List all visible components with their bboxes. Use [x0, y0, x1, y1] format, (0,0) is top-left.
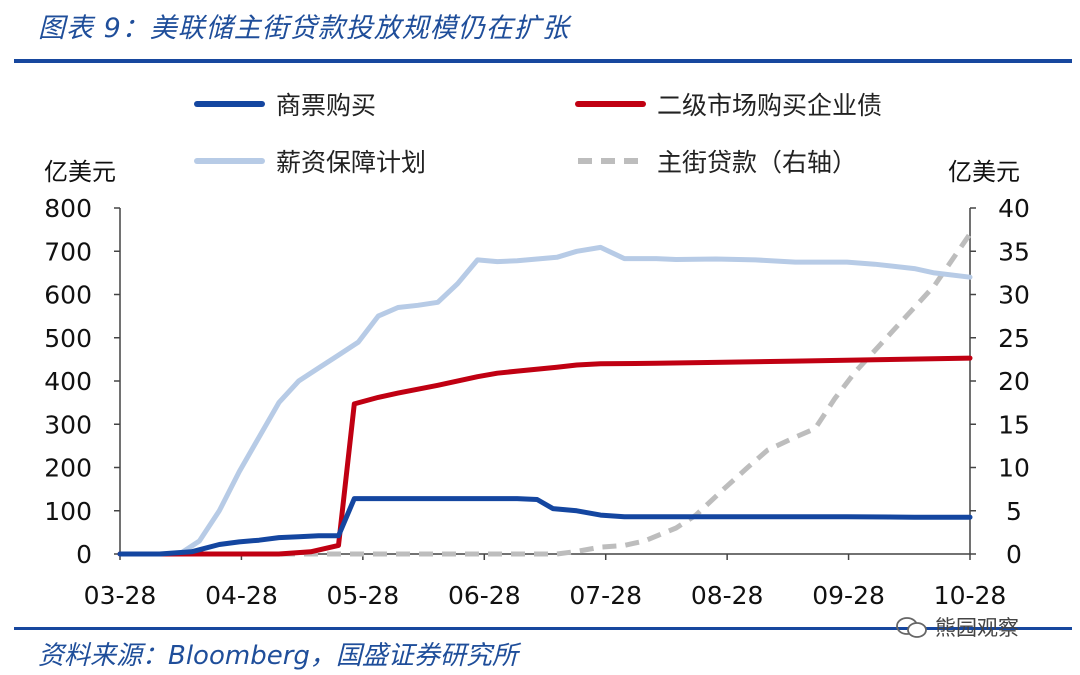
series-line-1	[117, 355, 973, 557]
left-tick-label: 0	[76, 540, 92, 569]
right-tick-label: 35	[998, 237, 1030, 266]
right-tick-label: 5	[1006, 497, 1022, 526]
x-tick-label: 10-28	[934, 581, 1007, 610]
left-tick-label: 500	[44, 324, 92, 353]
legend-label-commercial-paper: 商票购买	[276, 91, 376, 120]
legend-label-corporate-bonds: 二级市场购买企业债	[657, 91, 882, 120]
right-tick-label: 10	[998, 454, 1030, 483]
left-axis-ticks: 0 100 200 300 400 500 600 700 800	[44, 194, 120, 569]
series-layer	[117, 232, 973, 557]
right-tick-label: 40	[998, 194, 1030, 223]
x-tick-label: 07-28	[569, 581, 642, 610]
x-tick-label: 04-28	[205, 581, 278, 610]
source-note: 资料来源：Bloomberg，国盛证券研究所	[38, 641, 518, 671]
right-tick-label: 30	[998, 281, 1030, 310]
line-chart: 商票购买 二级市场购买企业债 薪资保障计划 主街贷款（右轴） 亿美元 亿美元 0…	[44, 91, 1030, 610]
left-tick-label: 200	[44, 454, 92, 483]
chart-title: 图表 9：美联储主街贷款投放规模仍在扩张	[38, 13, 570, 44]
right-tick-label: 0	[1006, 540, 1022, 569]
right-tick-label: 20	[998, 367, 1030, 396]
right-tick-label: 25	[998, 324, 1030, 353]
legend-label-ppp: 薪资保障计划	[276, 148, 426, 177]
series-line-2	[117, 244, 973, 557]
legend-item-corporate-bonds: 二级市场购买企业债	[575, 91, 882, 120]
left-tick-label: 700	[44, 237, 92, 266]
left-tick-label: 100	[44, 497, 92, 526]
x-tick-label: 05-28	[327, 581, 400, 610]
right-tick-label: 15	[998, 410, 1030, 439]
wechat-icon	[895, 616, 929, 638]
left-tick-label: 800	[44, 194, 92, 223]
legend: 商票购买 二级市场购买企业债 薪资保障计划 主街贷款（右轴）	[194, 91, 882, 177]
bottom-rule	[14, 627, 1072, 630]
left-tick-label: 600	[44, 281, 92, 310]
x-tick-label: 09-28	[812, 581, 885, 610]
watermark-text: 熊园观察	[935, 616, 1019, 640]
legend-label-main-street: 主街贷款（右轴）	[657, 148, 857, 177]
left-tick-label: 300	[44, 410, 92, 439]
series-line-3	[120, 232, 973, 557]
x-tick-label: 03-28	[84, 581, 157, 610]
left-axis-unit: 亿美元	[44, 158, 116, 186]
legend-item-commercial-paper: 商票购买	[194, 91, 376, 120]
right-axis-unit: 亿美元	[948, 158, 1020, 186]
legend-item-main-street: 主街贷款（右轴）	[578, 148, 857, 177]
left-tick-label: 400	[44, 367, 92, 396]
legend-item-ppp: 薪资保障计划	[194, 148, 426, 177]
x-axis-ticks: 03-28 04-28 05-28 06-28 07-28 08-28 09-28 10-28	[84, 554, 1007, 610]
series-line-0	[117, 496, 973, 557]
right-axis-ticks: 0 5 10 15 20 25 30 35 40	[970, 194, 1030, 569]
top-rule	[14, 59, 1072, 63]
watermark: 熊园观察	[895, 612, 1019, 642]
x-tick-label: 08-28	[691, 581, 764, 610]
x-tick-label: 06-28	[448, 581, 521, 610]
